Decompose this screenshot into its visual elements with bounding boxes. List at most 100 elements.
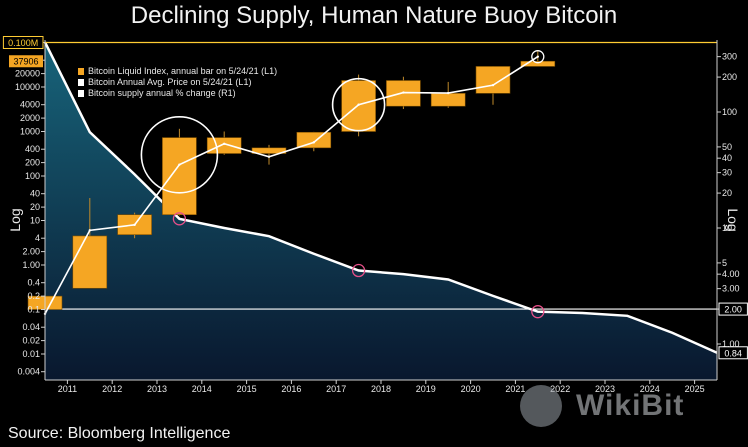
x-tick-label: 2017	[326, 384, 346, 394]
highlight-circle-marker	[331, 77, 386, 132]
highlight-circle-marker	[531, 50, 545, 64]
candle-body	[72, 235, 108, 289]
left-tick-label: 4	[35, 233, 40, 243]
source-note: Source: Bloomberg Intelligence	[8, 425, 231, 442]
left-tick-label: 2.00	[22, 247, 40, 257]
avg-price-point	[402, 91, 405, 94]
legend-item-label: Bitcoin Liquid Index, annual bar on 5/24…	[88, 66, 277, 76]
axis-value-badge	[718, 302, 748, 316]
right-axis-title: Log	[725, 208, 741, 231]
right-tick-label: 100	[722, 107, 737, 117]
x-tick-label: 2019	[416, 384, 436, 394]
axis-value-badge-label: 2.00	[724, 305, 742, 315]
left-tick-label: 0.4	[27, 278, 40, 288]
avg-price-point	[267, 155, 271, 159]
avg-price-point	[357, 103, 360, 106]
axis-value-badge	[718, 346, 748, 360]
highlight-circle-marker	[140, 115, 219, 194]
right-tick-label: 20	[722, 188, 732, 198]
left-tick-label: 0.04	[22, 322, 40, 332]
highlight-circle-marker	[531, 305, 545, 319]
candle-body	[341, 80, 376, 132]
supply-line	[43, 41, 718, 354]
right-tick-label: 3.00	[722, 284, 740, 294]
legend: Bitcoin Liquid Index, annual bar on 5/24…	[78, 66, 277, 98]
x-tick-label: 2015	[237, 384, 257, 394]
left-tick-label: 40	[30, 189, 40, 199]
supply-area-layer	[43, 41, 718, 380]
axis-value-badge-label: 37906	[13, 57, 38, 67]
avg-price-point	[536, 55, 539, 58]
candle-body	[430, 93, 466, 107]
x-tick-label: 2025	[685, 384, 705, 394]
watermark: WikiBit	[520, 385, 720, 429]
axis-layer: 2011 2012 2013 2014 2015 2016 2017 2018 2019 2020…	[2, 36, 748, 394]
candle-body	[206, 137, 242, 154]
chart-title: Declining Supply, Human Nature Buoy Bitc…	[130, 2, 618, 29]
candle-body	[520, 60, 556, 67]
right-tick-label: 300	[722, 52, 737, 62]
left-tick-label: 1.00	[22, 260, 40, 270]
right-tick-label: 5	[722, 258, 727, 268]
x-tick-label: 2013	[147, 384, 167, 394]
left-tick-label: 20000	[15, 69, 40, 79]
left-tick-label: 10000	[15, 82, 40, 92]
avg-price-point	[447, 91, 450, 95]
right-tick-label: 10	[722, 223, 732, 233]
left-tick-label: 100	[25, 171, 40, 181]
x-tick-label: 2018	[371, 384, 391, 394]
left-tick-label: 10	[30, 216, 40, 226]
avg-price-point	[223, 142, 226, 145]
x-tick-label: 2021	[505, 384, 525, 394]
left-tick-label: 0.01	[22, 349, 40, 359]
left-tick-label: 20	[30, 202, 40, 212]
left-tick-label: 0.2	[27, 291, 40, 301]
right-tick-label: 4.00	[722, 269, 740, 279]
x-tick-label: 2012	[102, 384, 122, 394]
marker-layer	[140, 50, 545, 319]
left-axis-title: Log	[7, 208, 23, 231]
right-tick-label: 40	[722, 153, 732, 163]
left-tick-label: 0.1	[27, 305, 40, 315]
legend-item-label: Bitcoin supply annual % change (R1)	[88, 88, 236, 98]
x-tick-label: 2024	[640, 384, 660, 394]
highlight-circle-marker	[351, 263, 366, 278]
left-tick-label: 4000	[20, 100, 40, 110]
highlight-circle-marker	[172, 212, 187, 226]
supply-area-fill	[45, 42, 717, 380]
legend-item-label: Bitcoin Annual Avg. Price on 5/24/21 (L1…	[88, 77, 251, 87]
right-tick-label: 50	[722, 142, 732, 152]
left-tick-label: 1000	[20, 127, 40, 137]
candle-body	[162, 137, 197, 216]
right-tick-label: 200	[722, 72, 737, 82]
reference-line-layer	[45, 41, 717, 310]
x-tick-label: 2014	[192, 384, 212, 394]
price-line-layer	[43, 55, 539, 316]
avg-price-point	[88, 229, 92, 232]
avg-price-point	[133, 223, 136, 227]
avg-price-point	[312, 141, 315, 144]
left-tick-label: 0.004	[17, 367, 40, 377]
x-tick-label: 2020	[461, 384, 481, 394]
x-tick-label: 2016	[281, 384, 301, 394]
axis-value-badge-label: 0.84	[724, 348, 742, 358]
legend-swatch	[78, 90, 84, 97]
left-tick-label: 200	[25, 158, 40, 168]
x-tick-label: 2023	[595, 384, 615, 394]
x-tick-label: 2022	[550, 384, 570, 394]
legend-swatch	[78, 79, 84, 86]
x-tick-label: 2011	[58, 384, 77, 394]
avg-price-line	[44, 56, 539, 315]
left-tick-label: 0.02	[22, 336, 40, 346]
wikibit-logo-icon	[520, 385, 562, 427]
right-tick-label: 30	[722, 168, 732, 178]
axis-value-badge	[2, 36, 44, 49]
avg-price-point	[491, 83, 495, 87]
axis-value-badge-label: 0.100M	[8, 38, 38, 48]
candle-body	[475, 66, 511, 94]
axis-value-badge	[9, 55, 43, 68]
avg-price-point	[178, 163, 181, 166]
legend-swatch	[78, 68, 84, 75]
watermark-text: WikiBit	[576, 389, 685, 422]
